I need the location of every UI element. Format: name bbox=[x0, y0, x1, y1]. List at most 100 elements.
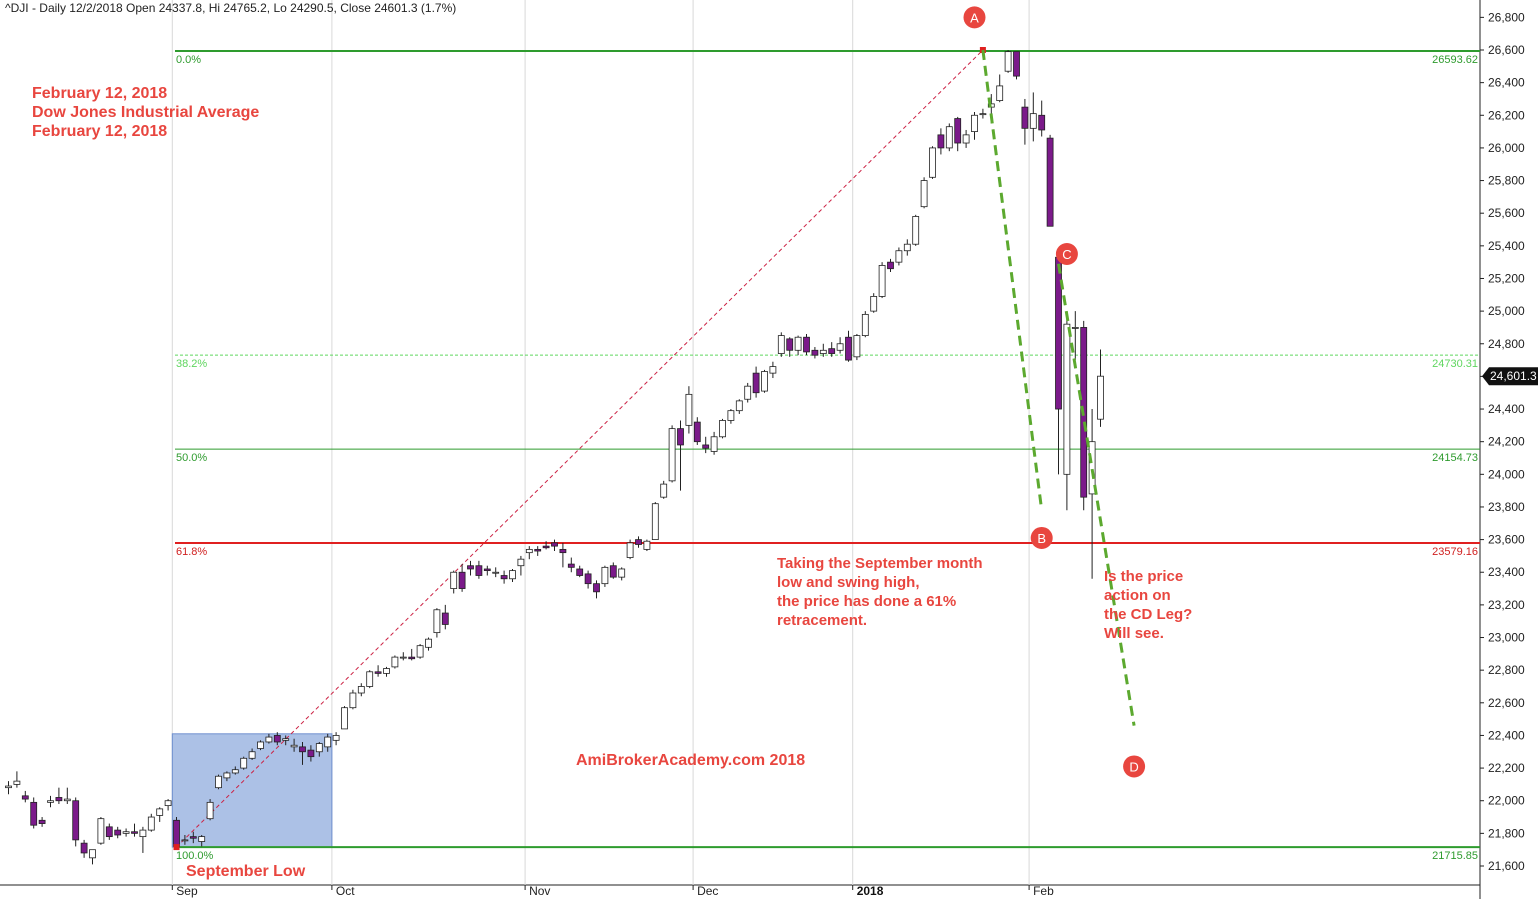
bull-candle bbox=[744, 385, 752, 400]
bull-candle bbox=[290, 744, 298, 748]
bull-candle bbox=[89, 849, 96, 859]
candles bbox=[5, 47, 1104, 865]
bull-candle bbox=[265, 736, 273, 743]
point-label: B bbox=[1037, 531, 1046, 546]
bear-candle bbox=[1021, 106, 1029, 129]
bull-candle bbox=[332, 735, 340, 741]
bull-candle bbox=[206, 801, 214, 820]
title-line-3: February 12, 2018 bbox=[32, 123, 167, 140]
bull-candle bbox=[870, 296, 878, 312]
x-tick-label: 2018 bbox=[857, 884, 884, 898]
retracement-note-line-4: retracement. bbox=[777, 612, 867, 629]
bull-candle bbox=[282, 738, 290, 741]
y-tick-label: 26,600 bbox=[1488, 43, 1525, 57]
bear-candle bbox=[542, 545, 550, 549]
bull-candle bbox=[777, 335, 785, 354]
x-tick-label: Dec bbox=[697, 884, 718, 898]
bull-candle bbox=[97, 818, 105, 844]
bull-candle bbox=[601, 566, 609, 585]
bull-candle bbox=[719, 420, 726, 438]
bull-candle bbox=[122, 831, 130, 834]
bull-candle bbox=[685, 393, 693, 426]
y-tick-label: 24,800 bbox=[1488, 337, 1525, 351]
bear-candle bbox=[828, 348, 836, 354]
price-axis: 21,600 21,800 22,000 22,200 22,400 22,600 22,8… bbox=[1480, 10, 1525, 873]
y-tick-label: 25,000 bbox=[1488, 304, 1525, 318]
bull-candle bbox=[895, 250, 903, 263]
bear-candle bbox=[458, 571, 466, 589]
point-label: A bbox=[970, 10, 979, 25]
bull-candle bbox=[525, 548, 533, 554]
bear-candle bbox=[811, 349, 819, 356]
fib-pct-label: 100.0% bbox=[176, 850, 214, 862]
bear-candle bbox=[1046, 137, 1054, 227]
bull-candle bbox=[416, 645, 424, 658]
bull-candle bbox=[399, 656, 407, 659]
point-marker-b bbox=[1030, 526, 1053, 549]
bull-candle bbox=[517, 558, 525, 567]
bull-candle bbox=[240, 757, 248, 769]
bull-candle bbox=[643, 540, 651, 550]
last-price-marker: 24,601.3 bbox=[1482, 367, 1538, 386]
y-tick-label: 26,200 bbox=[1488, 108, 1525, 122]
y-tick-label: 21,600 bbox=[1488, 859, 1525, 873]
retracement-note-line-2: low and swing high, bbox=[777, 574, 920, 591]
fib-pct-label: 50.0% bbox=[176, 452, 207, 464]
bull-candle bbox=[979, 113, 987, 116]
bull-candle bbox=[912, 216, 920, 245]
bull-candle bbox=[962, 134, 970, 144]
x-tick-label: Oct bbox=[336, 884, 355, 898]
bear-candle bbox=[752, 372, 760, 394]
bull-candle bbox=[727, 410, 735, 421]
bull-candle bbox=[181, 839, 189, 842]
bull-candle bbox=[47, 800, 54, 803]
y-tick-label: 25,200 bbox=[1488, 271, 1525, 285]
fib-value-label: 24730.31 bbox=[1432, 358, 1478, 370]
bear-candle bbox=[551, 542, 558, 547]
bear-candle bbox=[173, 819, 180, 847]
bull-candle bbox=[315, 743, 323, 753]
title-line-1: February 12, 2018 bbox=[32, 85, 167, 102]
abcd-point-markers: A B C D bbox=[963, 6, 1146, 778]
bear-candle bbox=[677, 428, 684, 446]
retracement-note-line-3: the price has done a 61% bbox=[777, 593, 956, 610]
bear-candle bbox=[475, 565, 483, 576]
bull-candle bbox=[836, 343, 844, 351]
y-tick-label: 22,800 bbox=[1488, 663, 1525, 677]
bear-candle bbox=[72, 800, 80, 841]
month-separator-lines bbox=[171, 0, 1030, 885]
bear-candle bbox=[609, 565, 617, 578]
bull-candle bbox=[366, 671, 374, 687]
bear-candle bbox=[114, 829, 122, 836]
bear-candle bbox=[559, 548, 567, 554]
y-tick-label: 24,200 bbox=[1488, 435, 1525, 449]
chart-header: ^DJI - Daily 12/2/2018 Open 24337.8, Hi … bbox=[5, 1, 456, 15]
watermark: AmiBrokerAcademy.com 2018 bbox=[576, 752, 805, 769]
bull-candle bbox=[156, 808, 164, 816]
cd-note-line-4: Will see. bbox=[1104, 625, 1164, 642]
trend-line bbox=[981, 49, 1044, 511]
y-tick-label: 26,000 bbox=[1488, 141, 1525, 155]
bear-candle bbox=[467, 565, 474, 570]
bull-candle bbox=[878, 265, 886, 297]
bear-candle bbox=[80, 842, 88, 854]
bull-candle bbox=[861, 313, 869, 337]
bull-candle bbox=[425, 638, 432, 648]
bull-candle bbox=[391, 656, 399, 668]
bull-candle bbox=[324, 736, 332, 748]
bear-candle bbox=[534, 548, 542, 552]
y-tick-label: 23,600 bbox=[1488, 533, 1525, 547]
y-tick-label: 23,000 bbox=[1488, 631, 1525, 645]
y-tick-label: 23,800 bbox=[1488, 500, 1525, 514]
bear-candle bbox=[21, 795, 29, 800]
bull-candle bbox=[1004, 51, 1012, 72]
bear-candle bbox=[299, 746, 306, 753]
bull-candle bbox=[819, 349, 827, 354]
bear-candle bbox=[845, 336, 852, 361]
point-marker-a bbox=[963, 6, 986, 29]
bull-candle bbox=[433, 609, 441, 634]
bull-candle bbox=[164, 800, 172, 807]
bear-candle bbox=[273, 735, 281, 743]
fib-value-label: 23579.16 bbox=[1432, 546, 1478, 558]
cd-note-line-1: Is the price bbox=[1104, 568, 1183, 585]
